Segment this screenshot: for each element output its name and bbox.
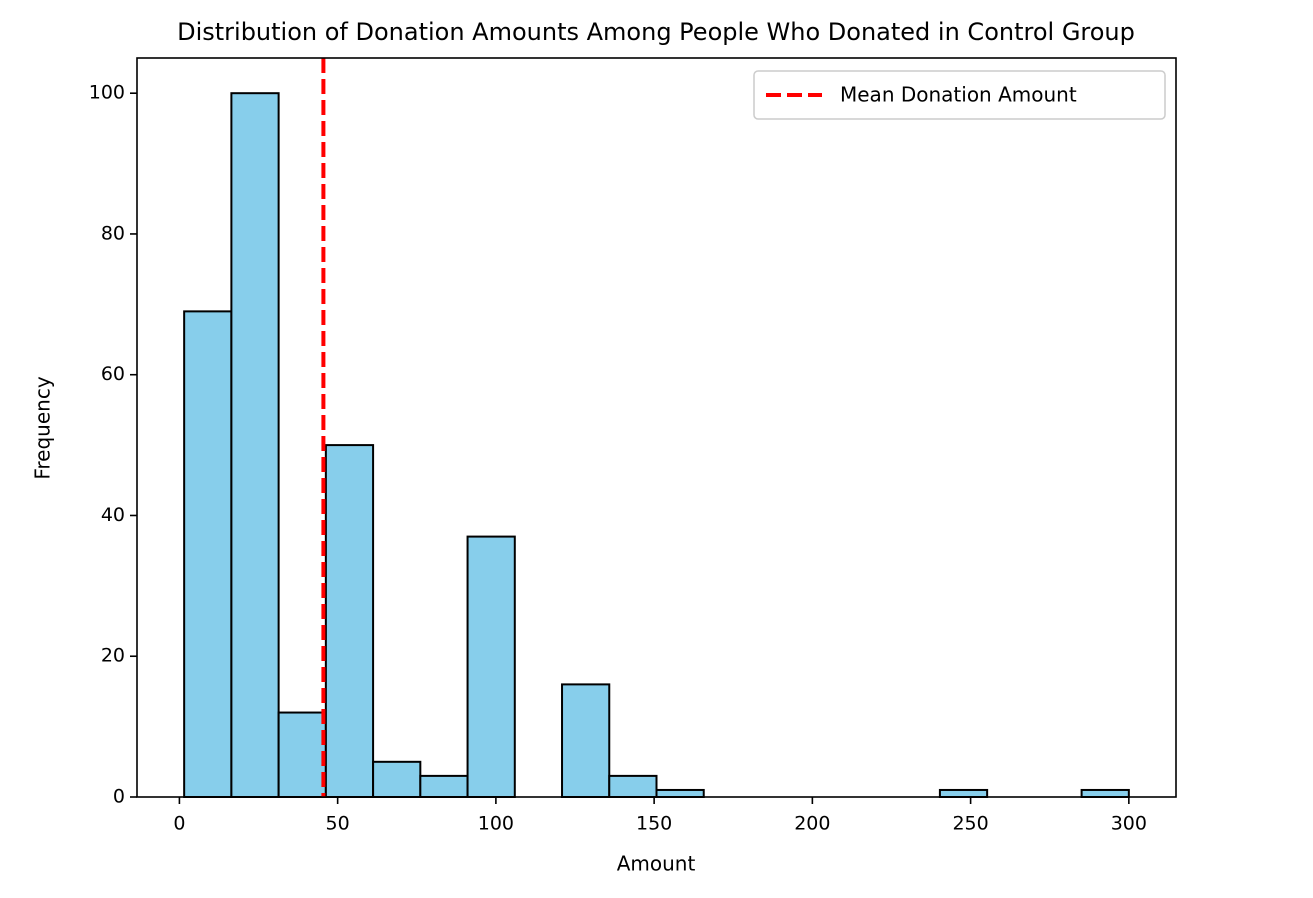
legend-box	[753, 70, 1166, 120]
bar	[466, 535, 516, 798]
bar	[419, 774, 469, 799]
x-tick-label: 300	[1111, 813, 1147, 835]
bar	[230, 92, 280, 798]
chart-title: Distribution of Donation Amounts Among P…	[177, 18, 1135, 46]
x-tick-label: 0	[173, 813, 185, 835]
plot-frame	[136, 57, 1177, 798]
x-tick-label: 100	[478, 813, 514, 835]
x-tick-label: 250	[952, 813, 988, 835]
y-tick-label: 40	[101, 504, 125, 526]
y-tick-label: 0	[113, 786, 125, 808]
bar	[372, 760, 422, 798]
y-axis-label: Frequency	[31, 376, 55, 479]
x-axis-label: Amount	[617, 852, 696, 876]
bar	[655, 788, 705, 799]
bar	[938, 788, 989, 799]
y-tick-label: 20	[101, 645, 125, 667]
x-tick-label: 200	[794, 813, 830, 835]
x-tick-label: 50	[326, 813, 350, 835]
bar	[561, 683, 611, 799]
legend-label: Mean Donation Amount	[840, 83, 1077, 107]
y-tick-label: 100	[89, 82, 125, 104]
y-tick-label: 60	[101, 363, 125, 385]
bar	[183, 310, 233, 798]
bar	[324, 444, 375, 798]
bar	[277, 711, 327, 798]
bar	[1080, 788, 1130, 799]
y-tick-label: 80	[101, 222, 125, 244]
x-tick-label: 150	[636, 813, 672, 835]
bar	[608, 774, 658, 799]
